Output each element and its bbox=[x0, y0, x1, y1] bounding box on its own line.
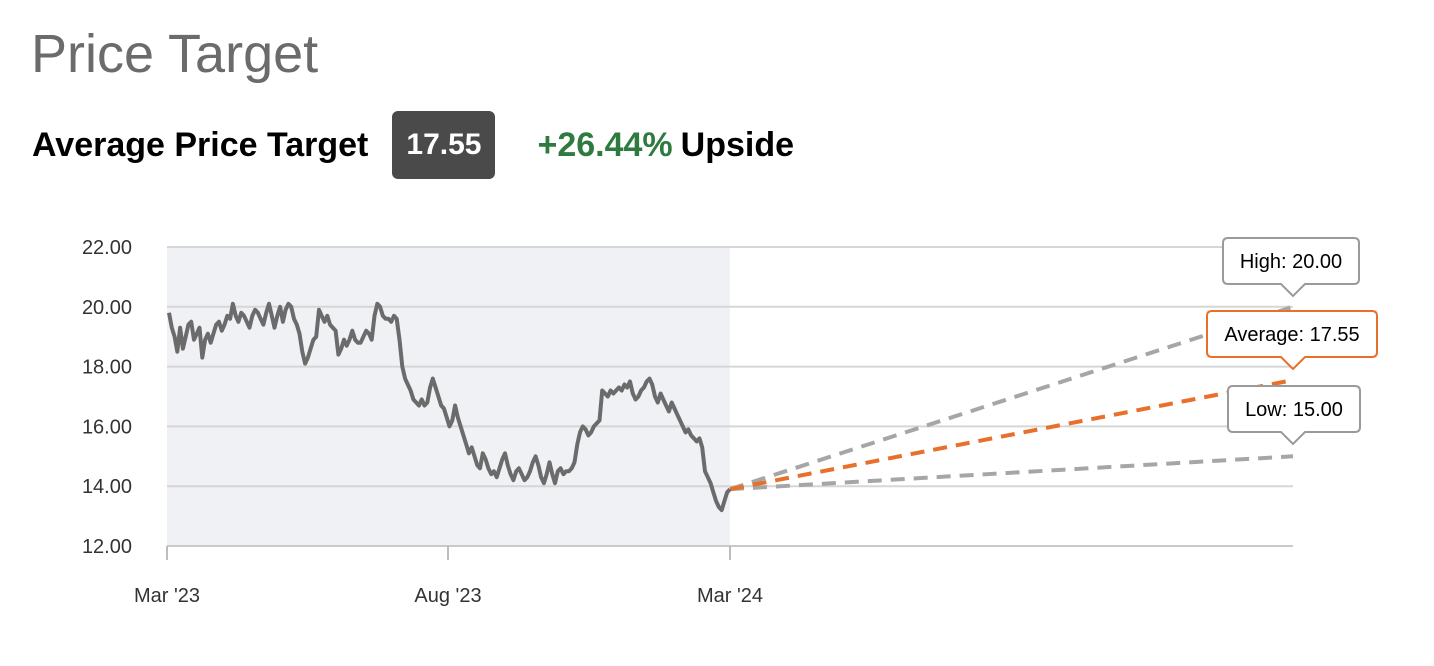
price-history-line bbox=[167, 301, 732, 513]
high-callout-text: High: 20.00 bbox=[1240, 251, 1342, 273]
x-tick-label: Aug '23 bbox=[414, 585, 481, 607]
x-tick-label: Mar '23 bbox=[134, 585, 200, 607]
y-tick-label: 12.00 bbox=[82, 536, 132, 558]
average-price-target-badge: 17.55 bbox=[392, 111, 496, 179]
price-target-chart: 12.00 14.00 16.00 18.00 20.00 22.00 Mar '23 Aug… bbox=[82, 237, 1378, 607]
x-tick-label: Mar '24 bbox=[697, 585, 763, 607]
average-callout-text: Average: 17.55 bbox=[1224, 324, 1359, 346]
history-band bbox=[167, 247, 730, 546]
average-callout-box bbox=[1206, 310, 1378, 371]
average-projection-line bbox=[729, 378, 1294, 492]
low-projection-line bbox=[729, 454, 1294, 492]
price-target-summary: Average Price Target 17.55 +26.44% Upside bbox=[32, 110, 794, 180]
high-callout-box bbox=[1222, 237, 1360, 298]
low-callout-text: Low: 15.00 bbox=[1245, 399, 1343, 421]
upside-label: Upside bbox=[680, 125, 794, 164]
page-title: Price Target bbox=[31, 24, 319, 84]
average-price-target-label: Average Price Target bbox=[32, 125, 369, 164]
y-tick-label: 18.00 bbox=[82, 357, 132, 379]
y-tick-label: 20.00 bbox=[82, 297, 132, 319]
y-tick-label: 16.00 bbox=[82, 416, 132, 438]
low-callout-box bbox=[1227, 385, 1361, 446]
y-tick-label: 22.00 bbox=[82, 237, 132, 259]
y-tick-label: 14.00 bbox=[82, 476, 132, 498]
upside-indicator: +26.44% Upside bbox=[537, 126, 794, 165]
upside-percent: +26.44% bbox=[537, 125, 673, 164]
high-projection-line bbox=[729, 304, 1294, 492]
